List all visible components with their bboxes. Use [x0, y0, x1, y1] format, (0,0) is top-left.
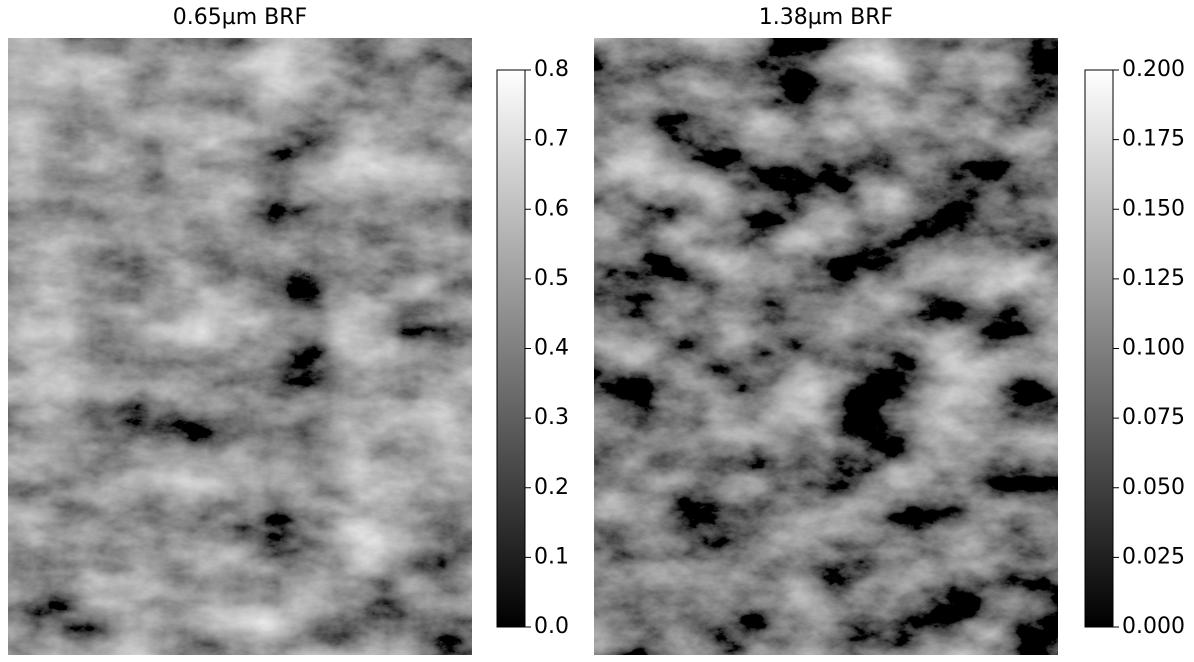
colorbar-tick-label: 0.2	[534, 475, 569, 500]
satellite-image	[8, 38, 472, 655]
colorbar-tick-label: 0.125	[1122, 266, 1185, 291]
colorbar-tick-label: 0.5	[534, 266, 569, 291]
colorbar-tick-label: 0.150	[1122, 196, 1185, 221]
colorbar-tick-label: 0.0	[534, 614, 569, 639]
colorbar-tick-label: 0.6	[534, 196, 569, 221]
colorbar-tick-label: 0.175	[1122, 127, 1185, 152]
panel-title: 1.38µm BRF	[759, 5, 893, 30]
colorbar-tick-label: 0.000	[1122, 614, 1185, 639]
colorbar-tick-label: 0.075	[1122, 405, 1185, 430]
colorbar-tick-label: 0.7	[534, 127, 569, 152]
satellite-image	[594, 38, 1058, 655]
panel-title: 0.65µm BRF	[173, 5, 307, 30]
colorbar-tick-label: 0.4	[534, 336, 569, 361]
colorbar	[1085, 70, 1113, 627]
figure: 0.65µm BRF 0.0 0.1 0.2 0.3 0.4 0.5 0.6 0.7 0.8 1.3…	[0, 0, 1194, 658]
colorbar-tick-label: 0.200	[1122, 57, 1185, 82]
colorbar-tick-label: 0.100	[1122, 336, 1185, 361]
colorbar-tick-label: 0.3	[534, 405, 569, 430]
colorbar-tick-label: 0.050	[1122, 475, 1185, 500]
colorbar-tick-label: 0.1	[534, 544, 569, 569]
colorbar-tick-label: 0.8	[534, 57, 569, 82]
colorbar	[497, 70, 525, 627]
colorbar-tick-label: 0.025	[1122, 544, 1185, 569]
